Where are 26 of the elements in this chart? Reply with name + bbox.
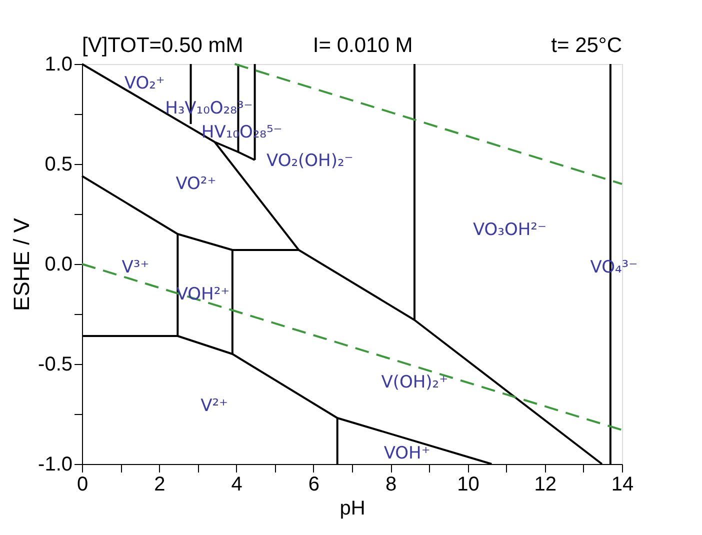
y-tick-label: 0.5 — [44, 154, 72, 176]
x-tick-label: 14 — [611, 474, 634, 496]
annotation: VO²⁺ — [176, 174, 216, 194]
x-tick-label: 4 — [231, 474, 242, 496]
text: I= 0.010 M — [312, 34, 413, 57]
y-tick-label: 1.0 — [44, 54, 72, 76]
x-tick-label: 2 — [154, 474, 166, 496]
x-tick-label: 0 — [76, 474, 88, 496]
x-tick-label: 10 — [457, 474, 480, 496]
annotation: VO₃OH²⁻ — [472, 220, 546, 240]
annotation: VOH⁺ — [384, 444, 430, 464]
x-tick-label: 8 — [386, 474, 397, 496]
annotation: VO₂(OH)₂⁻ — [266, 151, 354, 172]
annotation: V(OH)₂⁺ — [381, 372, 448, 392]
y-tick-label: -0.5 — [38, 354, 72, 376]
y-tick-label: 0.0 — [44, 254, 72, 276]
annotation: V³⁺ — [122, 258, 150, 278]
x-axis-title: pH — [340, 498, 366, 520]
text: t= 25°C — [551, 34, 622, 57]
annotation: VO₂⁺ — [124, 74, 165, 94]
y-tick-label: -1.0 — [38, 454, 72, 476]
annotation: V²⁺ — [200, 396, 228, 416]
y-axis-title: ESHE / V — [9, 218, 34, 311]
x-tick-label: 12 — [534, 474, 556, 496]
x-tick-label: 6 — [308, 474, 320, 496]
chart-title: [V]TOT=0.50 mM — [82, 34, 244, 57]
